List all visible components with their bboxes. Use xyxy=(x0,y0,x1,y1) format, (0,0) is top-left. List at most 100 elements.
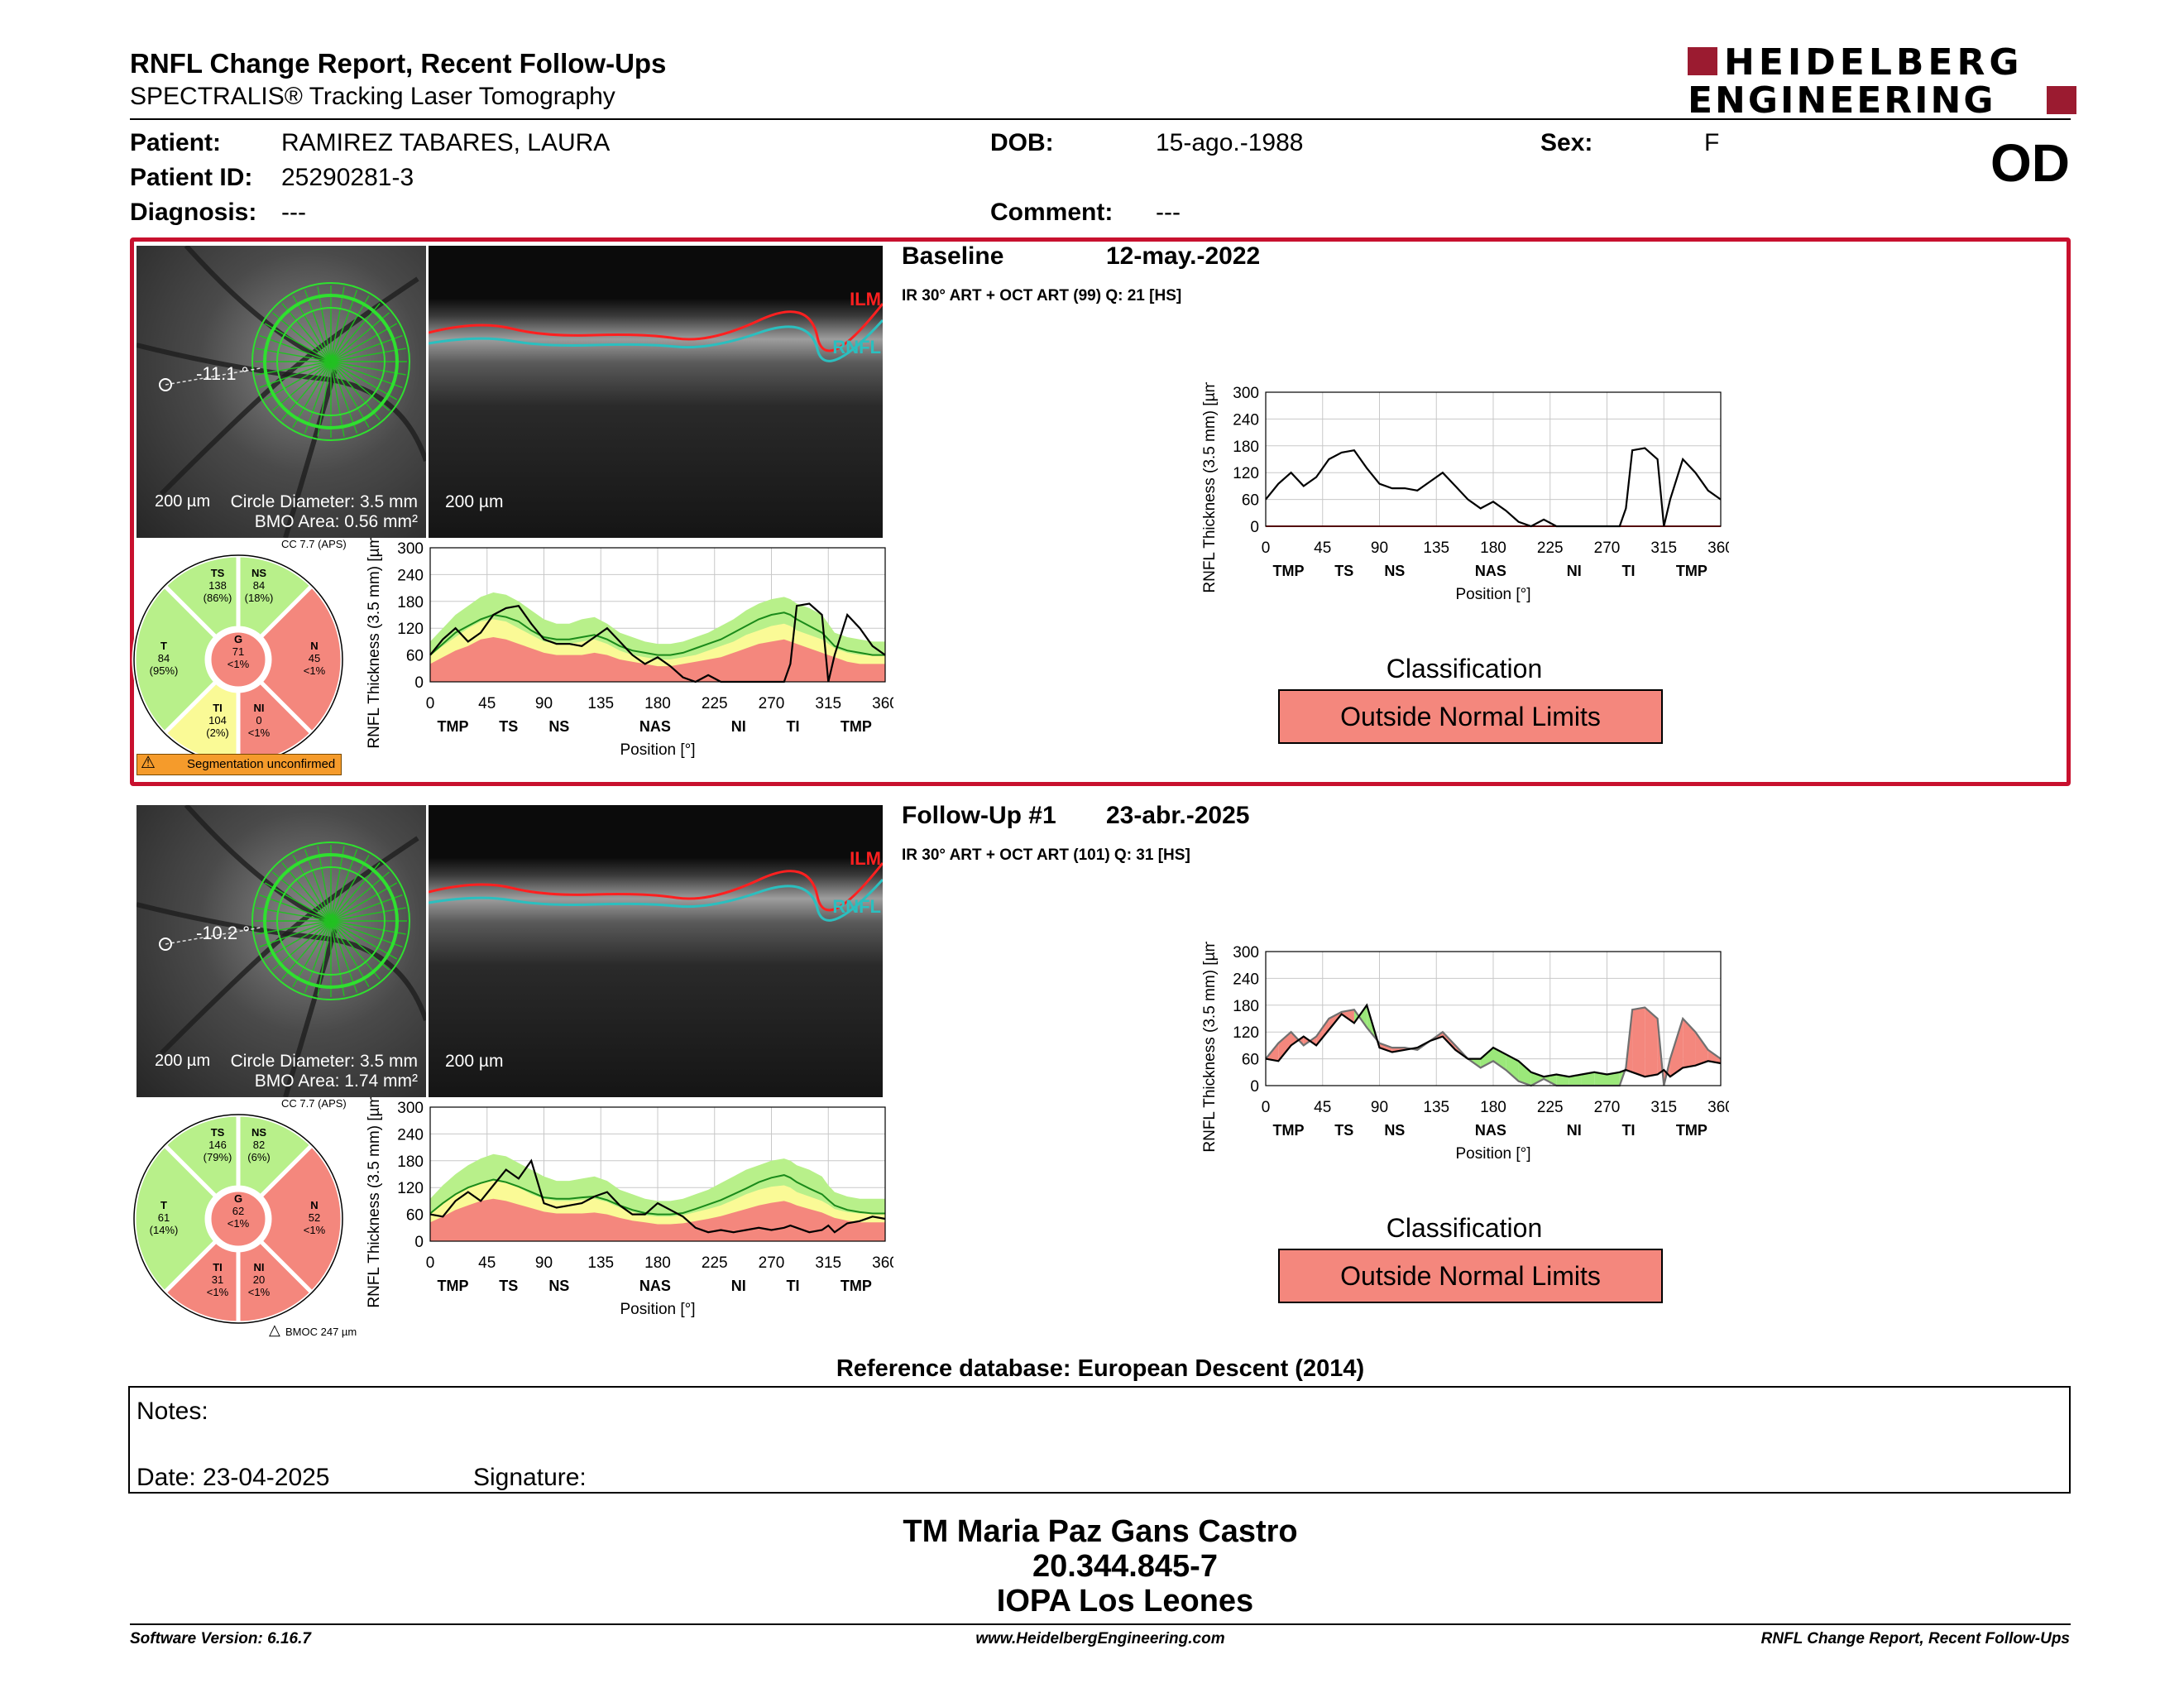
sector-ns-label: 84 xyxy=(253,579,265,592)
scan-ring xyxy=(276,307,386,416)
scan-spoke xyxy=(330,846,345,922)
x-tick-label: 0 xyxy=(426,1254,435,1272)
x-tick-label: 0 xyxy=(1262,539,1271,557)
sector-g xyxy=(207,1187,270,1250)
x-tick-label: 45 xyxy=(478,1254,496,1272)
warning-text: Segmentation unconfirmed xyxy=(187,757,336,771)
x-tick-label: 225 xyxy=(702,1254,728,1272)
thickness-change-chart: 06012018024030004590135180225270315360TM… xyxy=(1201,942,1729,1163)
scan-spoke xyxy=(330,920,390,971)
sector-tick-label: TMP xyxy=(438,1278,469,1294)
scan-spoke xyxy=(317,286,332,362)
ilm-label: ILM xyxy=(850,848,881,869)
sector-tick-label: TMP xyxy=(841,718,872,735)
scan-spoke xyxy=(272,920,332,971)
sector-g-label: G xyxy=(234,633,242,645)
vessel-shape xyxy=(136,343,426,462)
segmentation-overlay xyxy=(429,862,883,922)
pie-outline xyxy=(133,1114,343,1324)
x-tick-label: 135 xyxy=(1423,539,1449,557)
scan-spoke xyxy=(330,312,390,362)
sector-g-label: 62 xyxy=(232,1205,244,1217)
sector-t-label: (14%) xyxy=(150,1224,179,1236)
footer-website[interactable]: www.HeidelbergEngineering.com xyxy=(975,1630,1225,1647)
sex-value: F xyxy=(1704,129,1720,156)
bscan-image[interactable]: ILM RNFL 200 µm xyxy=(429,805,883,1097)
sector-tick-label: NAS xyxy=(1475,563,1506,579)
x-tick-label: 0 xyxy=(426,695,435,712)
thickness-line xyxy=(429,602,886,683)
ilm-line xyxy=(429,862,883,912)
scan-spoke xyxy=(304,920,332,993)
logo-line2: ENGINEERING xyxy=(1688,79,1996,122)
y-tick-label: 60 xyxy=(406,648,424,665)
exam-date: 12-may.-2022 xyxy=(1106,242,1261,270)
y-tick-label: 180 xyxy=(1233,998,1259,1015)
sector-ts-label: (86%) xyxy=(204,592,232,604)
notes-box[interactable]: Notes: Date: 23-04-2025 Signature: xyxy=(128,1386,2071,1494)
thickening-area xyxy=(1506,1054,1519,1081)
exam-name: Follow-Up #1 xyxy=(902,802,1056,829)
scan-spoke xyxy=(292,295,332,362)
fundus-image[interactable]: -10.2 ° 200 µm Circle Diameter: 3.5 mm BMO … xyxy=(136,805,426,1097)
x-tick-label: 180 xyxy=(644,1254,671,1272)
reference-database: Reference database: European Descent (20… xyxy=(836,1355,1365,1382)
scan-spoke xyxy=(330,920,381,980)
diagnosis-value: --- xyxy=(281,199,306,226)
scan-spoke xyxy=(330,286,345,362)
y-tick-label: 0 xyxy=(1250,519,1259,536)
bmoc-label: BMOC 247 µm xyxy=(285,1326,357,1338)
scan-spoke xyxy=(317,846,332,922)
scan-spoke xyxy=(264,882,332,922)
x-tick-label: 315 xyxy=(815,1254,841,1272)
sector-n-label: N xyxy=(310,640,318,652)
y-axis-label: RNFL Thickness (3.5 mm) [µm] xyxy=(366,1097,383,1308)
y-tick-label: 240 xyxy=(1233,411,1259,429)
footer-report-name: RNFL Change Report, Recent Follow-Ups xyxy=(1760,1630,2070,1647)
footer-rule xyxy=(130,1623,2071,1625)
angle-label: -10.2 ° xyxy=(196,923,251,943)
scan-spoke xyxy=(256,361,332,376)
eye-indicator: OD xyxy=(1990,133,2070,193)
thickness-line xyxy=(1265,1006,1722,1087)
plot-frame xyxy=(429,547,886,683)
sector-ni-label: NI xyxy=(254,702,265,714)
bscan-image[interactable]: ILM RNFL 200 µm xyxy=(429,246,883,538)
warning-icon: △ xyxy=(269,1321,280,1338)
bmo-area: BMO Area: 1.74 mm² xyxy=(254,1072,418,1091)
thickening-area xyxy=(1581,1072,1595,1086)
fundus-image[interactable]: -11.1 ° 200 µm Circle Diameter: 3.5 mm BMO … xyxy=(136,246,426,538)
thickening-area xyxy=(1480,1048,1493,1068)
x-tick-label: 45 xyxy=(1314,539,1331,557)
scan-spoke xyxy=(330,894,403,922)
sector-ts-label: TS xyxy=(211,1126,225,1139)
x-tick-label: 135 xyxy=(587,695,614,712)
scan-spoke xyxy=(330,348,406,362)
x-tick-label: 90 xyxy=(535,1254,553,1272)
thinning-area xyxy=(1316,1019,1329,1046)
outside-band xyxy=(430,637,885,682)
scan-spoke xyxy=(272,871,332,922)
sector-pie-chart: TS138(86%)NS84(18%)T84(95%)G71<1%N45<1%T… xyxy=(132,553,345,766)
warning-icon: ⚠ xyxy=(141,754,156,772)
scan-spoke xyxy=(330,920,358,993)
sector-g xyxy=(207,628,270,691)
angle-label: -11.1 ° xyxy=(196,363,249,384)
thickness-normative-chart: 06012018024030004590135180225270315360TM… xyxy=(366,538,893,759)
x-tick-label: 90 xyxy=(1371,539,1388,557)
thickening-area xyxy=(1544,1074,1557,1086)
y-tick-label: 120 xyxy=(1233,465,1259,482)
comment-value: --- xyxy=(1156,199,1181,226)
sector-n-label: N xyxy=(310,1199,318,1211)
x-tick-label: 90 xyxy=(535,695,553,712)
y-axis-label: RNFL Thickness (3.5 mm) [µm] xyxy=(366,538,383,749)
sector-ni-label: <1% xyxy=(248,727,271,739)
thickness-normative-chart: 06012018024030004590135180225270315360TM… xyxy=(366,1097,893,1318)
scan-spoke xyxy=(304,290,332,362)
y-tick-label: 300 xyxy=(1233,385,1259,402)
patient-value: RAMIREZ TABARES, LAURA xyxy=(281,129,611,156)
thickening-area xyxy=(1569,1074,1582,1086)
sector-n-label: <1% xyxy=(304,664,326,677)
scan-spoke xyxy=(330,907,406,922)
sector-ts-label: 146 xyxy=(208,1139,227,1151)
